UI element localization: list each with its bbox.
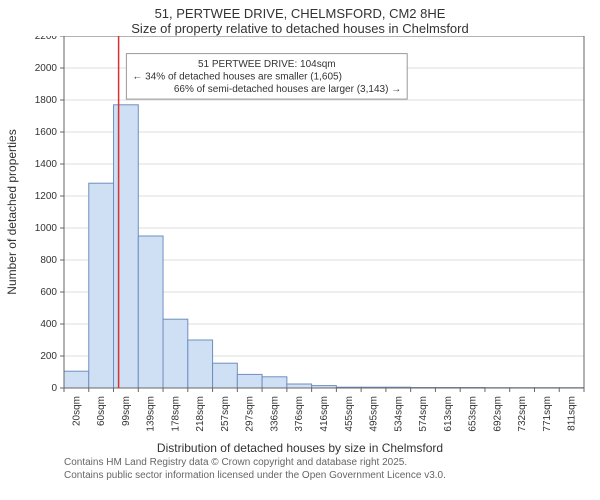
svg-text:2000: 2000 bbox=[35, 63, 58, 74]
svg-text:1200: 1200 bbox=[35, 191, 58, 202]
title-line1: 51, PERTWEE DRIVE, CHELMSFORD, CM2 8HE bbox=[0, 6, 600, 21]
footer-attribution: Contains HM Land Registry data © Crown c… bbox=[0, 455, 600, 482]
svg-text:200: 200 bbox=[40, 351, 57, 362]
x-tick-label: 613sqm bbox=[443, 396, 454, 432]
x-tick-label: 534sqm bbox=[393, 396, 404, 432]
histogram-bar bbox=[114, 105, 139, 388]
footer-line1: Contains HM Land Registry data © Crown c… bbox=[64, 457, 600, 470]
svg-text:1800: 1800 bbox=[35, 95, 58, 106]
svg-text:2200: 2200 bbox=[35, 36, 58, 42]
chart-title-block: 51, PERTWEE DRIVE, CHELMSFORD, CM2 8HE S… bbox=[0, 6, 600, 36]
histogram-bar bbox=[287, 384, 312, 388]
x-tick-label: 178sqm bbox=[170, 396, 181, 432]
svg-text:800: 800 bbox=[40, 255, 57, 266]
histogram-bar bbox=[188, 340, 213, 388]
x-tick-label: 99sqm bbox=[121, 396, 132, 426]
x-tick-label: 771sqm bbox=[542, 396, 553, 432]
x-tick-label: 416sqm bbox=[319, 396, 330, 432]
x-tick-label: 732sqm bbox=[517, 396, 528, 432]
annotation-line: ← 34% of detached houses are smaller (1,… bbox=[132, 72, 342, 83]
x-tick-label: 495sqm bbox=[369, 396, 380, 432]
svg-text:1400: 1400 bbox=[35, 159, 58, 170]
histogram-bar bbox=[237, 374, 262, 388]
x-tick-label: 20sqm bbox=[71, 396, 82, 426]
x-tick-label: 574sqm bbox=[418, 396, 429, 432]
annotation-line: 66% of semi-detached houses are larger (… bbox=[174, 84, 401, 95]
x-tick-label: 336sqm bbox=[269, 396, 280, 432]
svg-text:0: 0 bbox=[51, 383, 57, 394]
x-tick-label: 60sqm bbox=[96, 396, 107, 426]
x-tick-label: 139sqm bbox=[146, 396, 157, 432]
svg-text:400: 400 bbox=[40, 319, 57, 330]
histogram-bar bbox=[89, 183, 114, 388]
chart-area: 0 200 400 600 800 1000 1200 1400 1600 1800 2000 220… bbox=[0, 36, 600, 439]
x-tick-label: 257sqm bbox=[220, 396, 231, 432]
svg-text:1600: 1600 bbox=[35, 127, 58, 138]
histogram-bar bbox=[213, 363, 238, 388]
y-axis-title: Number of detached properties bbox=[5, 129, 19, 294]
histogram-chart: 0 200 400 600 800 1000 1200 1400 1600 1800 2000 220… bbox=[0, 36, 600, 434]
x-axis-title: Distribution of detached houses by size … bbox=[0, 441, 600, 455]
x-tick-label: 376sqm bbox=[294, 396, 305, 432]
histogram-bar bbox=[138, 236, 163, 388]
annotation-line: 51 PERTWEE DRIVE: 104sqm bbox=[198, 59, 336, 70]
histogram-bar bbox=[163, 319, 188, 388]
x-tick-label: 692sqm bbox=[492, 396, 503, 432]
svg-text:600: 600 bbox=[40, 287, 57, 298]
x-tick-label: 653sqm bbox=[468, 396, 479, 432]
title-line2: Size of property relative to detached ho… bbox=[0, 21, 600, 36]
footer-line2: Contains public sector information licen… bbox=[64, 470, 600, 483]
x-tick-label: 811sqm bbox=[567, 396, 578, 431]
svg-text:1000: 1000 bbox=[35, 223, 58, 234]
x-tick-label: 218sqm bbox=[195, 396, 206, 432]
histogram-bar bbox=[262, 377, 287, 388]
x-tick-label: 297sqm bbox=[245, 396, 256, 432]
x-tick-label: 455sqm bbox=[344, 396, 355, 432]
histogram-bar bbox=[64, 371, 89, 388]
